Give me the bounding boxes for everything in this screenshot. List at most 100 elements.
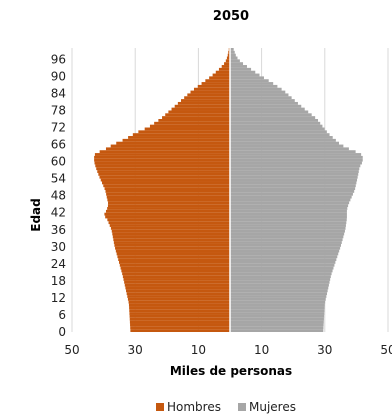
bar-hombres [94, 153, 230, 156]
legend-swatch [156, 403, 164, 411]
bar-mujeres [230, 110, 309, 114]
bar-hombres [98, 172, 230, 176]
bar-hombres [123, 278, 230, 281]
bar-hombres [209, 76, 230, 80]
x-tick-label: 50 [64, 343, 79, 357]
bar-hombres [138, 130, 230, 134]
bar-hombres [107, 198, 230, 202]
bar-hombres [224, 62, 230, 66]
x-tick-label: 30 [317, 343, 332, 357]
bar-mujeres [230, 164, 361, 168]
y-tick-label: 84 [51, 86, 66, 100]
bar-mujeres [230, 243, 341, 247]
bar-mujeres [230, 207, 348, 210]
y-tick-label: 48 [51, 189, 66, 203]
bar-hombres [193, 87, 230, 91]
bar-mujeres [230, 170, 359, 173]
bar-mujeres [230, 195, 352, 199]
bar-hombres [125, 286, 230, 290]
bar-hombres [212, 73, 230, 77]
bar-hombres [108, 221, 230, 225]
bar-hombres [105, 209, 230, 213]
x-axis-ticks: 50 30 10 10 30 50 [64, 343, 392, 357]
bar-mujeres [230, 155, 363, 159]
bar-mujeres [230, 280, 330, 284]
bar-hombres [227, 53, 230, 57]
bar-mujeres [230, 252, 339, 256]
bar-mujeres [230, 67, 252, 71]
y-tick-label: 0 [58, 325, 66, 339]
bar-hombres [122, 138, 230, 142]
bar-hombres [118, 258, 230, 261]
bars [94, 48, 363, 332]
bar-mujeres [230, 50, 235, 54]
bar-mujeres [230, 141, 340, 145]
bar-mujeres [230, 283, 329, 287]
bar-mujeres [230, 48, 234, 51]
bar-hombres [106, 195, 230, 199]
y-tick-label: 66 [51, 138, 66, 152]
bar-mujeres [230, 295, 327, 298]
legend-label: Hombres [167, 400, 221, 414]
y-tick-label: 90 [51, 69, 66, 83]
y-axis-ticks: 0 6 12 18 24 30 36 42 48 54 60 66 72 78 84 90 96 [51, 52, 66, 339]
bar-hombres [126, 289, 230, 293]
bar-mujeres [230, 232, 345, 236]
bar-mujeres [230, 309, 325, 313]
bar-mujeres [230, 255, 338, 259]
x-tick-label: 10 [254, 343, 269, 357]
bar-mujeres [230, 190, 355, 193]
bar-hombres [122, 272, 230, 276]
bar-hombres [94, 155, 231, 159]
bar-hombres [107, 207, 230, 210]
chart-title: 2050 [213, 9, 249, 24]
bar-mujeres [230, 133, 330, 137]
bar-mujeres [230, 224, 346, 227]
bar-hombres [119, 263, 230, 267]
bar-mujeres [230, 323, 324, 327]
bar-mujeres [230, 192, 353, 196]
bar-mujeres [230, 144, 344, 148]
bar-mujeres [230, 235, 344, 239]
bar-mujeres [230, 130, 327, 134]
bar-mujeres [230, 246, 341, 250]
x-tick-label: 30 [128, 343, 143, 357]
bar-hombres [114, 243, 230, 247]
bar-mujeres [230, 158, 363, 162]
bar-mujeres [230, 167, 360, 171]
bar-mujeres [230, 300, 326, 304]
bar-hombres [116, 252, 230, 256]
bar-hombres [113, 241, 230, 244]
bar-mujeres [230, 70, 256, 74]
bar-hombres [116, 141, 230, 145]
bar-mujeres [230, 320, 324, 324]
bar-mujeres [230, 187, 356, 190]
bar-hombres [127, 297, 230, 301]
bar-hombres [110, 226, 230, 230]
bar-hombres [129, 320, 230, 324]
bar-hombres [107, 218, 230, 222]
bar-mujeres [230, 84, 278, 88]
bar-hombres [97, 170, 230, 173]
bar-mujeres [230, 275, 331, 279]
bar-hombres [99, 175, 230, 179]
bar-mujeres [230, 150, 356, 154]
bar-mujeres [230, 127, 325, 131]
bar-mujeres [230, 116, 316, 119]
bar-mujeres [230, 82, 274, 85]
bar-mujeres [230, 198, 351, 202]
bar-hombres [129, 306, 230, 310]
bar-hombres [110, 144, 230, 148]
bar-mujeres [230, 263, 335, 267]
bar-mujeres [230, 306, 325, 310]
bar-mujeres [230, 73, 260, 77]
bar-mujeres [230, 326, 324, 330]
bar-hombres [109, 224, 230, 227]
bar-mujeres [230, 119, 319, 122]
bar-mujeres [230, 93, 289, 97]
bar-mujeres [230, 101, 298, 105]
bar-hombres [128, 303, 230, 307]
bar-mujeres [230, 303, 325, 307]
legend-swatch [238, 403, 246, 411]
